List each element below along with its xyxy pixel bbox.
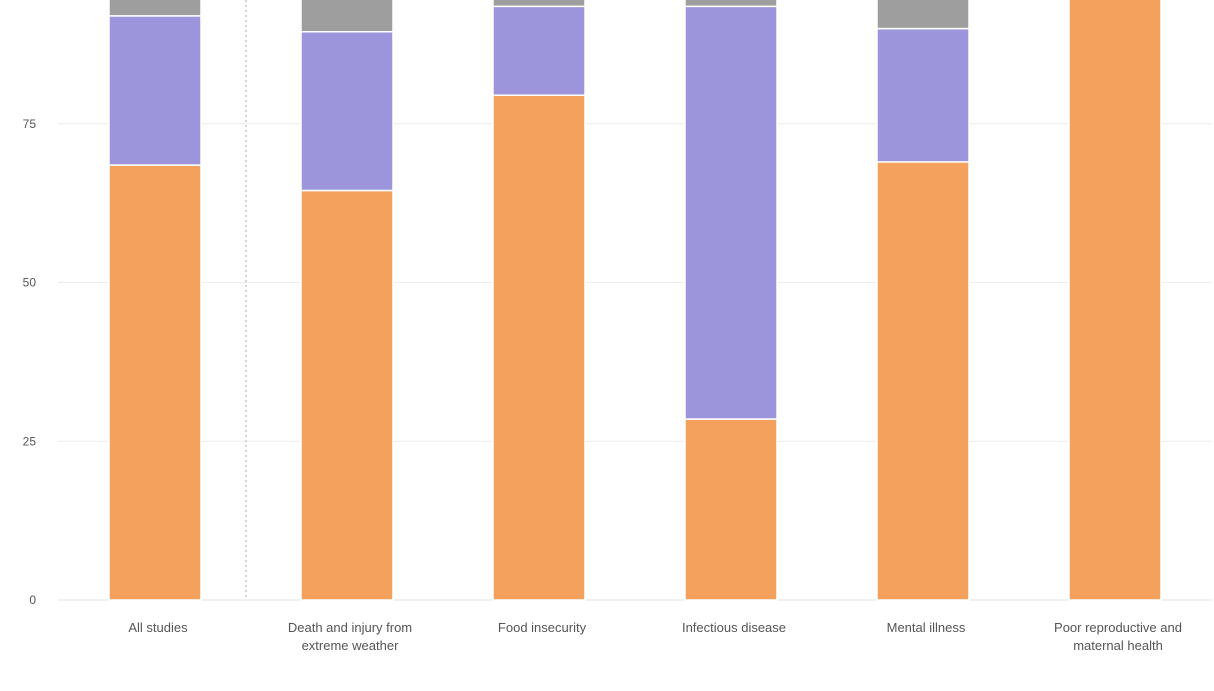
x-tick-label: Death and injury from extreme weather bbox=[288, 620, 412, 653]
bar-segment bbox=[492, 0, 586, 8]
x-tick-label: Mental illness bbox=[887, 620, 966, 635]
bar-segment bbox=[1068, 0, 1162, 601]
bar-segment bbox=[300, 0, 394, 33]
x-tick-label: Food insecurity bbox=[498, 620, 587, 635]
bars bbox=[108, 0, 1162, 601]
bar-group bbox=[684, 0, 778, 601]
x-tick-label: All studies bbox=[128, 620, 188, 635]
bar-segment bbox=[876, 161, 970, 601]
bar-segment bbox=[492, 94, 586, 601]
grid-layer bbox=[58, 0, 1212, 601]
bar-segment bbox=[108, 164, 202, 601]
bar-segment bbox=[492, 5, 586, 96]
y-tick-label: 0 bbox=[29, 593, 36, 607]
bar-group bbox=[300, 0, 394, 601]
bar-segment bbox=[108, 15, 202, 166]
x-tick-label: Poor reproductive and maternal health bbox=[1054, 620, 1182, 653]
y-tick-label: 50 bbox=[23, 276, 37, 290]
bar-segment bbox=[684, 0, 778, 8]
bar-group bbox=[1068, 0, 1162, 601]
bar-segment bbox=[876, 27, 970, 163]
y-axis: 0 25 50 75 bbox=[23, 117, 37, 607]
bar-segment bbox=[300, 189, 394, 601]
x-tick-label: Infectious disease bbox=[682, 620, 786, 635]
x-axis: All studies Death and injury from extreme … bbox=[128, 620, 1182, 653]
y-tick-label: 25 bbox=[23, 434, 37, 448]
bar-group bbox=[108, 0, 202, 601]
bar-group bbox=[876, 0, 970, 601]
bar-segment bbox=[684, 5, 778, 420]
bar-segment bbox=[876, 0, 970, 30]
bar-segment bbox=[108, 0, 202, 17]
bar-segment bbox=[684, 418, 778, 601]
y-tick-label: 75 bbox=[23, 117, 37, 131]
bar-group bbox=[492, 0, 586, 601]
bar-segment bbox=[300, 30, 394, 192]
